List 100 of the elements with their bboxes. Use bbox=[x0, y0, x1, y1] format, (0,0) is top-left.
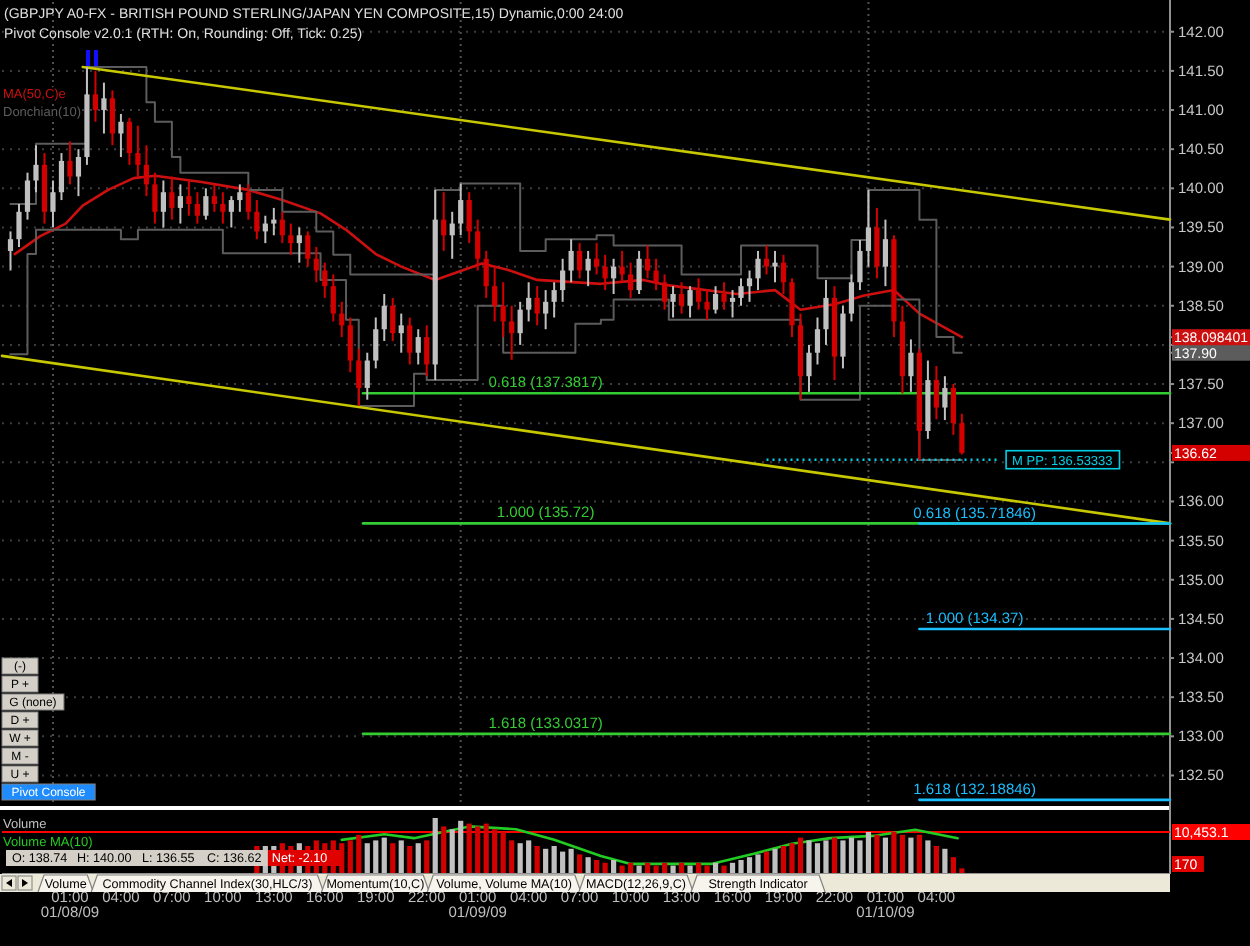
candlestick bbox=[466, 191, 472, 245]
bar bbox=[780, 846, 787, 874]
candlestick bbox=[288, 222, 294, 256]
candlestick bbox=[7, 230, 14, 272]
candlestick bbox=[458, 182, 464, 237]
bar bbox=[755, 854, 761, 874]
candlestick bbox=[908, 338, 914, 393]
bar bbox=[560, 851, 566, 874]
candlestick bbox=[33, 144, 39, 194]
bar bbox=[483, 823, 489, 874]
candlestick bbox=[857, 238, 863, 292]
candlestick bbox=[322, 261, 328, 299]
bar bbox=[543, 848, 549, 874]
bar bbox=[814, 843, 821, 874]
candlestick bbox=[594, 242, 600, 276]
candlestick bbox=[517, 300, 523, 346]
candlestick bbox=[568, 238, 574, 284]
candlestick bbox=[424, 324, 430, 378]
bar bbox=[933, 846, 939, 874]
candlestick bbox=[237, 183, 243, 213]
candlestick bbox=[823, 278, 829, 346]
candlestick bbox=[551, 281, 557, 319]
bar bbox=[772, 848, 778, 874]
bar bbox=[831, 837, 838, 874]
candlestick bbox=[789, 277, 795, 339]
candlestick bbox=[670, 285, 676, 319]
candlestick bbox=[738, 277, 744, 307]
candlestick bbox=[755, 249, 761, 292]
bar bbox=[381, 837, 387, 874]
candlestick bbox=[721, 281, 727, 311]
candlestick bbox=[24, 171, 31, 221]
bar bbox=[441, 826, 447, 874]
candlestick bbox=[763, 244, 770, 276]
bar bbox=[670, 865, 676, 874]
bar bbox=[585, 857, 591, 874]
bar bbox=[517, 843, 523, 874]
bar bbox=[882, 837, 889, 874]
candlestick bbox=[41, 152, 48, 225]
bar bbox=[763, 851, 770, 874]
bar bbox=[458, 820, 464, 874]
candlestick bbox=[364, 351, 370, 401]
candlestick bbox=[135, 124, 141, 178]
candlestick bbox=[339, 300, 345, 339]
bar bbox=[373, 840, 379, 874]
bar bbox=[891, 832, 897, 874]
candlestick bbox=[109, 89, 116, 147]
bar bbox=[857, 840, 863, 874]
candlestick bbox=[271, 206, 277, 237]
candlestick bbox=[296, 226, 302, 264]
candlestick bbox=[560, 257, 566, 303]
bar bbox=[466, 823, 472, 874]
candlestick bbox=[203, 187, 209, 221]
bar bbox=[865, 832, 872, 874]
bar bbox=[356, 834, 362, 874]
candlestick bbox=[585, 249, 591, 288]
candlestick bbox=[254, 199, 260, 241]
candlestick bbox=[712, 285, 719, 315]
candlestick bbox=[160, 179, 166, 229]
candlestick bbox=[347, 316, 353, 374]
candlestick bbox=[865, 188, 872, 268]
bar bbox=[347, 840, 353, 874]
bar bbox=[551, 846, 557, 874]
bar bbox=[704, 865, 710, 874]
candlestick bbox=[611, 257, 617, 296]
candlestick bbox=[152, 171, 158, 225]
candlestick bbox=[695, 277, 702, 311]
bar bbox=[407, 846, 413, 874]
candlestick bbox=[874, 206, 880, 280]
bar bbox=[636, 865, 642, 874]
candlestick bbox=[126, 116, 133, 166]
candlestick bbox=[58, 152, 65, 202]
candlestick bbox=[220, 191, 226, 225]
candlestick bbox=[118, 112, 124, 159]
candlestick bbox=[602, 253, 608, 292]
candlestick bbox=[67, 140, 73, 186]
candlestick bbox=[92, 69, 99, 123]
bar bbox=[432, 818, 438, 874]
candlestick bbox=[933, 365, 939, 421]
bar bbox=[364, 843, 370, 874]
candlestick bbox=[101, 81, 107, 135]
bar bbox=[738, 860, 744, 874]
bar bbox=[899, 834, 906, 874]
candlestick bbox=[313, 246, 319, 284]
candlestick bbox=[950, 383, 956, 436]
candlestick bbox=[848, 273, 855, 323]
candlestick bbox=[840, 304, 846, 370]
candlestick bbox=[577, 242, 583, 280]
candlestick bbox=[475, 218, 481, 272]
candlestick bbox=[492, 265, 498, 323]
candlestick bbox=[729, 289, 736, 319]
bar bbox=[390, 843, 396, 874]
bar bbox=[874, 834, 880, 874]
candlestick bbox=[194, 191, 200, 225]
candlestick bbox=[746, 269, 753, 303]
candlestick bbox=[390, 296, 396, 342]
candlestick bbox=[398, 312, 404, 354]
bar bbox=[721, 865, 727, 874]
candlestick bbox=[534, 285, 540, 327]
candlestick bbox=[177, 183, 183, 225]
bar bbox=[925, 840, 931, 874]
